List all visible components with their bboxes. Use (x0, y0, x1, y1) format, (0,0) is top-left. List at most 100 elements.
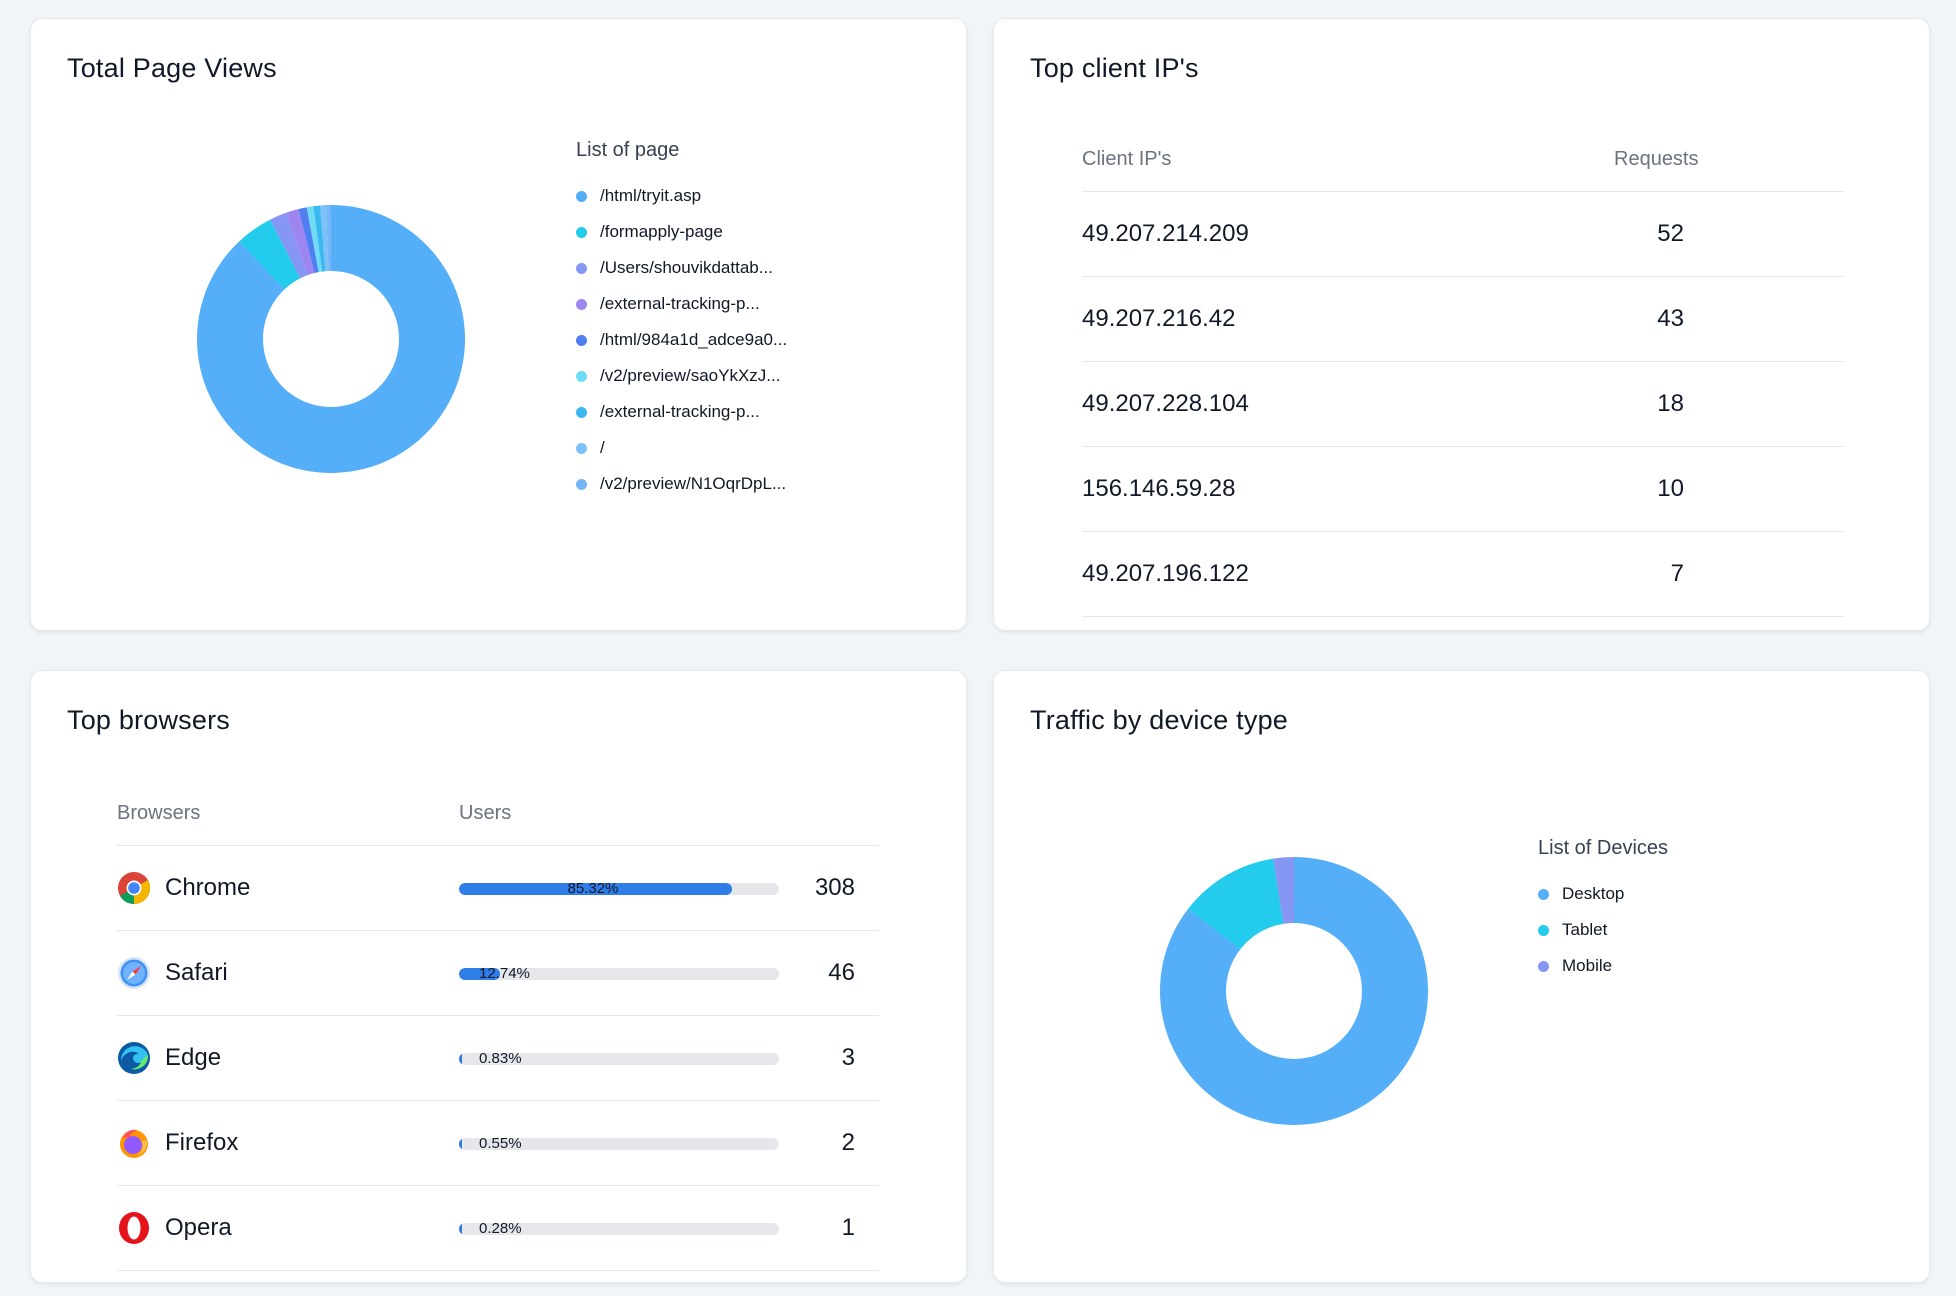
client-ip-cell: 49.207.216.42 (1082, 305, 1236, 332)
users-progress-fill (459, 1053, 462, 1065)
table-row: 49.207.228.104 18 (1082, 362, 1844, 447)
legend-label: /external-tracking-p... (600, 294, 760, 313)
requests-cell: 18 (1657, 390, 1684, 417)
users-count: 1 (841, 1214, 855, 1241)
donut-slice-root-7[interactable] (320, 205, 329, 272)
requests-cell: 7 (1670, 560, 1684, 587)
users-progress-track (459, 968, 779, 980)
devices-title: Traffic by device type (1030, 705, 1289, 735)
legend-item[interactable]: /html/tryit.asp (576, 178, 787, 214)
users-count: 308 (814, 874, 855, 901)
users-count: 2 (841, 1129, 855, 1156)
users-progress-fill (459, 968, 500, 980)
table-row: Opera 0.28% 1 (117, 1186, 879, 1271)
legend-color-dot (576, 226, 587, 238)
users-percentage-label: 85.32% (567, 880, 619, 897)
legend-color-dot (576, 334, 587, 346)
users-progress-track (459, 1223, 779, 1235)
client-ips-title: Top client IP's (1030, 53, 1199, 83)
donut-slice-tablet-1[interactable] (1188, 858, 1284, 950)
legend-list: /html/tryit.asp/formapply-page/Users/sho… (576, 178, 787, 502)
legend-label: Mobile (1562, 956, 1613, 975)
legend-list: Desktop Tablet Mobile (1538, 876, 1668, 984)
users-percentage-label: 0.83% (479, 1050, 522, 1067)
legend-label: /formapply-page (600, 222, 723, 241)
requests-cell: 43 (1657, 305, 1684, 332)
legend-label: Tablet (1562, 920, 1608, 939)
page-views-card: Total Page Views List of page /html/tryi… (30, 18, 967, 631)
devices-legend: List of Devices Desktop Tablet Mobile (1538, 837, 1668, 984)
legend-title: List of Devices (1538, 837, 1669, 859)
legend-label: Desktop (1562, 884, 1625, 903)
table-row: 156.146.59.28 10 (1082, 447, 1844, 532)
legend-label: / (600, 438, 605, 457)
users-progress-track (459, 1138, 779, 1150)
users-progress-track (459, 1053, 779, 1065)
browser-name: Safari (165, 959, 228, 986)
legend-title: List of page (576, 139, 680, 161)
legend-color-dot (576, 190, 587, 202)
legend-color-dot (576, 406, 587, 418)
users-progress-fill (459, 1138, 462, 1150)
legend-label: /external-tracking-p... (600, 402, 760, 421)
donut-slice-html-tryit-asp-0[interactable] (196, 205, 465, 473)
devices-donut-chart (1160, 857, 1428, 1125)
donut-slice-external-tracking-p-3[interactable] (285, 209, 315, 276)
donut-slice-formapply-page-1[interactable] (239, 219, 301, 290)
legend-color-dot (576, 442, 587, 454)
donut-slice-mobile-2[interactable] (1273, 857, 1294, 924)
table-row: 49.207.196.122 7 (1082, 532, 1844, 617)
legend-item[interactable]: / (576, 430, 787, 466)
client-ip-cell: 49.207.196.122 (1082, 560, 1249, 587)
legend-color-dot (576, 262, 587, 274)
browser-name: Chrome (165, 874, 251, 901)
client-ip-cell: 49.207.228.104 (1082, 390, 1249, 417)
users-percentage-label: 0.28% (479, 1220, 522, 1237)
chrome-icon (117, 871, 151, 905)
page-views-title: Total Page Views (67, 53, 277, 83)
column-header-users: Users (459, 802, 512, 824)
table-header: Browsers Users (117, 776, 879, 846)
legend-label: /v2/preview/N1OqrDpL... (600, 474, 787, 493)
table-row: 49.207.214.209 52 (1082, 192, 1844, 277)
users-percentage-label: 12.74% (479, 965, 530, 982)
column-header-browsers: Browsers (117, 802, 201, 824)
table-body: 49.207.214.209 52 49.207.216.42 43 49.207.22… (1082, 192, 1844, 617)
donut-slice-html-984a1d-adce9a0-4[interactable] (298, 207, 319, 274)
browser-name: Edge (165, 1044, 222, 1071)
users-progress-track (459, 883, 779, 895)
legend-item[interactable]: /html/984a1d_adce9a0... (576, 322, 787, 358)
donut-slice-users-shouvikdattab-2[interactable] (270, 212, 308, 279)
page-views-donut-chart (196, 205, 465, 473)
browser-name: Firefox (165, 1129, 239, 1156)
donut-slice-desktop-0[interactable] (1160, 857, 1428, 1125)
donut-slice-external-tracking-p-6[interactable] (313, 205, 326, 272)
donut-slice-v2-preview-n1oqrdpl-8[interactable] (325, 205, 331, 272)
legend-item[interactable]: /external-tracking-p... (576, 394, 787, 430)
browser-name: Opera (165, 1214, 232, 1241)
legend-item[interactable]: /external-tracking-p... (576, 286, 787, 322)
browsers-table: Browsers Users Chrome 85.32% 308 Safari 12.7… (117, 776, 879, 1271)
devices-card: Traffic by device type List of Devices D… (993, 670, 1930, 1283)
legend-item[interactable]: /Users/shouvikdattab... (576, 250, 787, 286)
legend-color-dot (576, 370, 587, 382)
legend-item[interactable]: /v2/preview/saoYkXzJ... (576, 358, 787, 394)
opera-icon (117, 1211, 151, 1245)
column-header-requests: Requests (1614, 148, 1699, 170)
client-ip-cell: 49.207.214.209 (1082, 220, 1249, 247)
table-row: Safari 12.74% 46 (117, 931, 879, 1016)
client-ips-card: Top client IP's Client IP's Requests 49.… (993, 18, 1930, 631)
page-views-legend: List of page /html/tryit.asp/formapply-p… (576, 139, 787, 502)
column-header-client-ip: Client IP's (1082, 148, 1172, 170)
legend-color-dot (576, 298, 587, 310)
legend-item[interactable]: /v2/preview/N1OqrDpL... (576, 466, 787, 502)
legend-item[interactable]: /formapply-page (576, 214, 787, 250)
legend-item[interactable]: Tablet (1538, 912, 1668, 948)
client-ip-cell: 156.146.59.28 (1082, 475, 1236, 502)
legend-color-dot (576, 478, 587, 490)
legend-item[interactable]: Desktop (1538, 876, 1668, 912)
legend-item[interactable]: Mobile (1538, 948, 1668, 984)
edge-icon (117, 1041, 151, 1075)
donut-slice-v2-preview-saoykxzj-5[interactable] (306, 206, 323, 273)
table-body: Chrome 85.32% 308 Safari 12.74% 46 Edge 0.83% 3 F… (117, 846, 879, 1271)
